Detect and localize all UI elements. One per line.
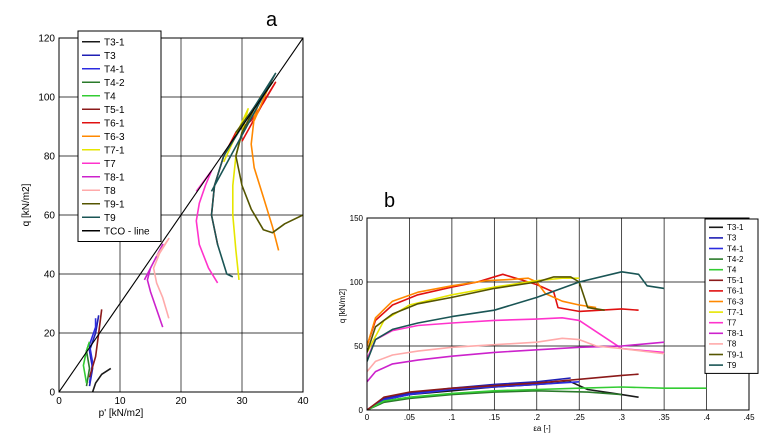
b-ytick-label: 150 — [350, 214, 364, 223]
a-series-t7-1 — [222, 108, 249, 280]
b-x-axis-label: εa [-] — [533, 424, 550, 433]
a-axes-frame — [58, 37, 304, 393]
b-legend-label: T3-1 — [727, 223, 744, 232]
a-legend-label: T4-2 — [104, 78, 125, 89]
b-xtick-label: .45 — [743, 413, 755, 422]
a-series-t8-1 — [143, 243, 164, 328]
a-legend-label: T7-1 — [104, 145, 125, 156]
a-legend-box — [77, 30, 162, 242]
b-legend-label: T9-1 — [727, 350, 744, 359]
b-series-t4 — [367, 386, 707, 410]
b-series-t9-1 — [367, 276, 605, 353]
b-legend-label: T3 — [727, 234, 737, 243]
a-legend-label: T6-3 — [104, 132, 125, 143]
a-series-tco-line — [59, 38, 303, 392]
panel-b-letter: b — [384, 190, 395, 212]
a-ytick-label: 80 — [44, 152, 56, 163]
a-series-t5-1 — [88, 309, 103, 378]
b-xtick-label: .25 — [574, 413, 586, 422]
a-xtick-label: 20 — [175, 396, 187, 407]
a-xtick-label: 40 — [297, 396, 309, 407]
b-ytick-label: 100 — [350, 278, 364, 287]
b-xtick-label: .15 — [489, 413, 501, 422]
a-legend-label: T3 — [104, 51, 116, 62]
a-ytick-label: 20 — [44, 329, 56, 340]
b-series-t5-1 — [367, 373, 639, 410]
b-y-axis-label: q [kN/m2] — [338, 289, 347, 323]
a-legend-label: TCO - line — [104, 226, 150, 237]
a-xtick-label: 30 — [236, 396, 248, 407]
a-legend-label: T8 — [104, 186, 116, 197]
a-series-t8 — [152, 237, 170, 319]
a-legend-label: T5-1 — [104, 105, 125, 116]
b-series-t9 — [367, 271, 665, 362]
b-legend-label: T4-1 — [727, 244, 744, 253]
b-xtick-label: .2 — [533, 413, 540, 422]
a-series-group — [59, 38, 303, 392]
a-legend-label: T3-1 — [104, 37, 125, 48]
b-xtick-label: .4 — [703, 413, 710, 422]
a-ytick-label: 100 — [38, 93, 55, 104]
a-xtick-label: 10 — [114, 396, 126, 407]
panel-a-letter: a — [266, 9, 278, 31]
b-ytick-label: 0 — [359, 406, 364, 415]
b-series-t4-2 — [367, 390, 622, 410]
a-series-t4 — [82, 341, 91, 384]
b-plot-area — [367, 218, 749, 410]
b-legend-label: T9 — [727, 361, 737, 370]
b-legend-label: T5-1 — [727, 276, 744, 285]
a-legend-label: T6-1 — [104, 118, 125, 129]
b-xtick-label: .35 — [659, 413, 671, 422]
a-ytick-label: 0 — [49, 388, 55, 399]
a-series-t9 — [210, 72, 277, 278]
b-legend-label: T6-3 — [727, 297, 744, 306]
a-legend-label: T9 — [104, 213, 116, 224]
b-legend-label: T4-2 — [727, 255, 744, 264]
b-legend-label: T4 — [727, 266, 737, 275]
a-x-axis-label: p' [kN/m2] — [99, 408, 144, 419]
a-ytick-label: 40 — [44, 270, 56, 281]
a-legend-label: T9-1 — [104, 199, 125, 210]
b-xtick-label: .3 — [618, 413, 625, 422]
b-series-t4-1 — [367, 381, 580, 410]
a-legend-label: T4 — [104, 91, 116, 102]
a-ytick-label: 60 — [44, 211, 56, 222]
b-legend-label: T8 — [727, 340, 737, 349]
a-series-t3-1 — [91, 367, 112, 392]
chart-b: 0 .05 .1 .15 .2 .25 .3 .35 .4 .45 0 50 100 150 εa [-] q… — [338, 214, 759, 433]
b-xtick-label: .05 — [404, 413, 416, 422]
a-legend-label: T4-1 — [104, 64, 125, 75]
a-series-t7 — [195, 170, 219, 284]
b-legend-box — [704, 218, 759, 374]
b-xtick-label: .1 — [449, 413, 456, 422]
a-legend-label: T7 — [104, 159, 116, 170]
b-legend-label: T7 — [727, 319, 737, 328]
a-legend-label: T8-1 — [104, 172, 125, 183]
b-series-group — [367, 271, 707, 410]
b-legend-label: T7-1 — [727, 308, 744, 317]
b-ytick-label: 50 — [354, 342, 363, 351]
b-xtick-label: 0 — [365, 413, 370, 422]
a-y-axis-label: q [kN/m2] — [21, 183, 32, 226]
b-legend-label: T8-1 — [727, 329, 744, 338]
b-series-t6-3 — [367, 277, 597, 347]
chart-a: 0 10 20 30 40 0 20 40 60 80 100 120 p' [kN/m2] q [kN/… — [21, 30, 309, 419]
b-series-t8 — [367, 337, 665, 373]
a-xtick-label: 0 — [56, 396, 62, 407]
b-legend-label: T6-1 — [727, 287, 744, 296]
a-ytick-label: 120 — [38, 34, 55, 45]
